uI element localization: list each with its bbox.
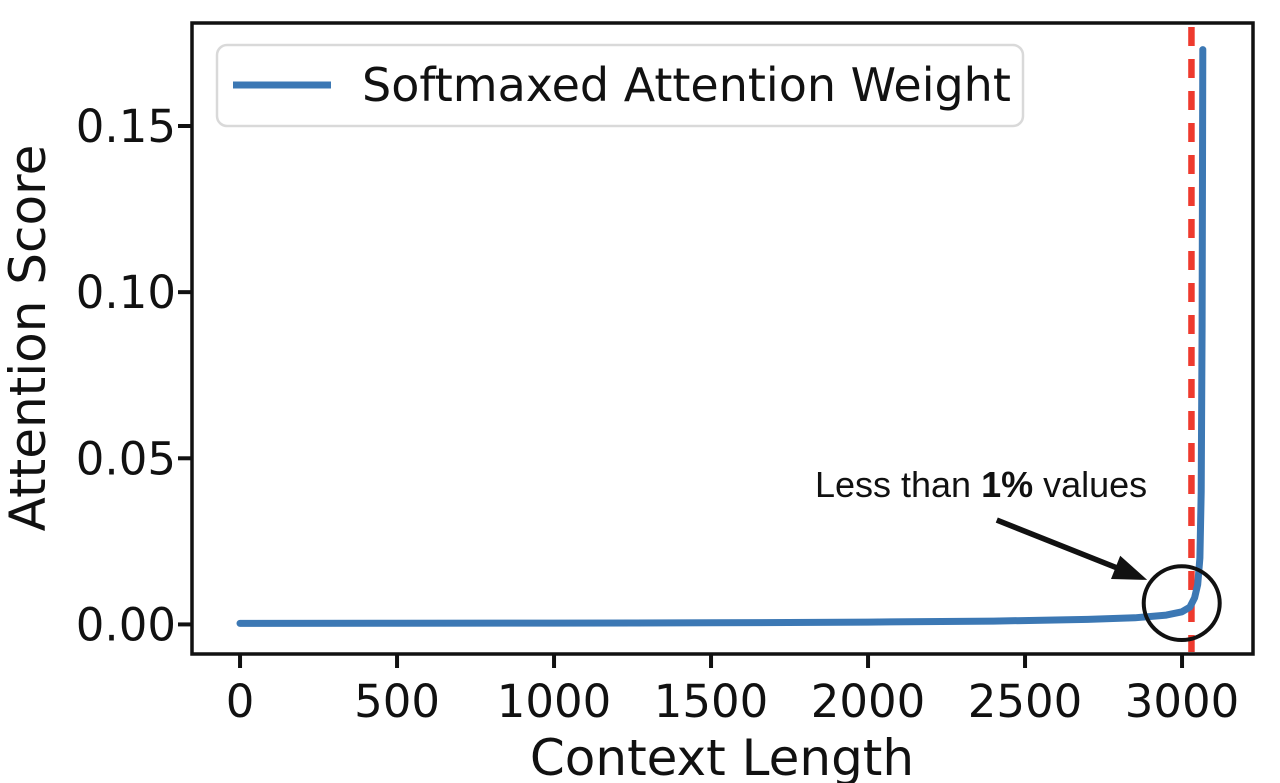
legend: Softmaxed Attention Weight [215, 43, 1025, 128]
legend-box [215, 43, 1025, 128]
x-tick-label: 1500 [654, 675, 769, 728]
annotation-arrow-head [1111, 555, 1148, 580]
y-tick-label: 0.00 [76, 598, 176, 651]
axis-ticks: 0 500 1000 1500 2000 2500 3000 0.00 0.05 0.10 0.15 [76, 100, 1240, 728]
y-axis-label: Attention Score [0, 145, 57, 532]
x-tick-label: 2000 [811, 675, 926, 728]
y-tick-label: 0.10 [76, 266, 176, 319]
legend-label: Softmaxed Attention Weight [362, 58, 1011, 112]
y-tick-label: 0.05 [76, 432, 176, 485]
y-tick-label: 0.15 [76, 100, 176, 153]
x-tick-label: 2500 [968, 675, 1083, 728]
x-axis-label: Context Length [530, 729, 914, 783]
x-tick-label: 0 [226, 675, 255, 728]
annotation-label: Less than 1% values [815, 464, 1147, 505]
annotation-label-part1: Less than [815, 464, 981, 505]
x-tick-label: 3000 [1125, 675, 1240, 728]
annotation-label-part2: values [1033, 464, 1147, 505]
annotation-label-bold: 1% [981, 464, 1033, 505]
axes-frame [190, 21, 1255, 656]
x-tick-label: 500 [354, 675, 440, 728]
x-tick-label: 1000 [497, 675, 612, 728]
annotation-arrow-shaft [995, 517, 1123, 573]
attention-weight-curve [236, 46, 1207, 627]
annotation-circle [1141, 564, 1222, 643]
